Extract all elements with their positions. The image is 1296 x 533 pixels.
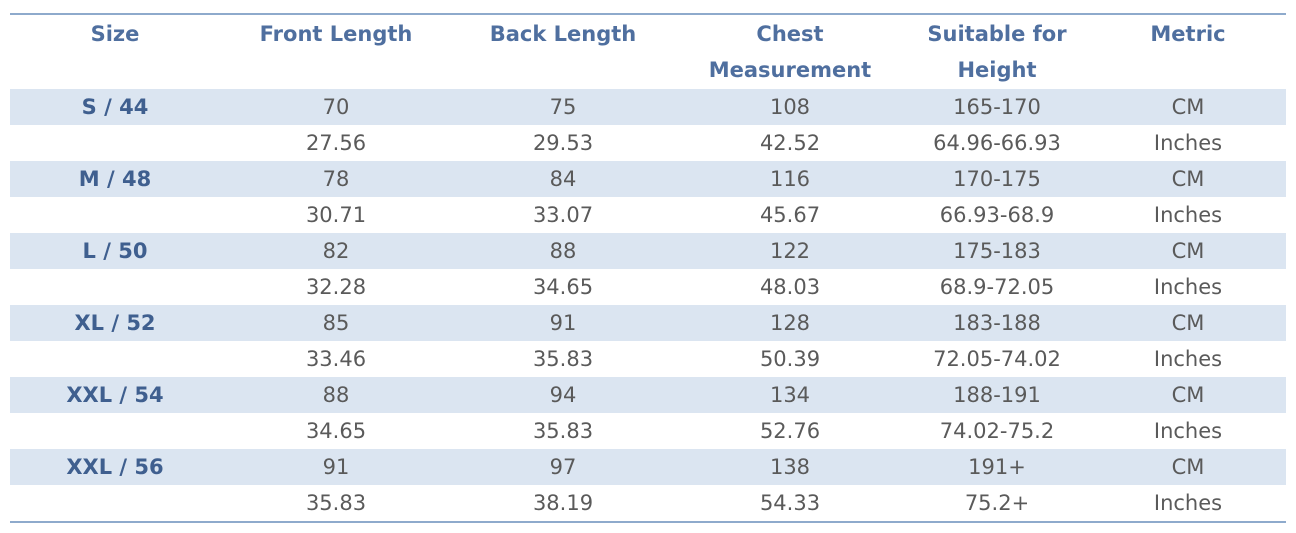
cm-value: CM — [1171, 167, 1205, 191]
cm-value: 88 — [549, 239, 577, 263]
inch-value: 64.96-66.93 — [933, 131, 1061, 155]
inch-value: 48.03 — [759, 275, 821, 299]
inch-value: 42.52 — [759, 131, 821, 155]
inch-value: 35.83 — [532, 347, 594, 371]
column-header: Size — [90, 22, 140, 46]
cm-value: 165-170 — [953, 95, 1041, 119]
cm-value: 78 — [322, 167, 350, 191]
cm-value: 88 — [322, 383, 350, 407]
cm-value: 128 — [769, 311, 811, 335]
cm-value: 134 — [769, 383, 811, 407]
inch-value: Inches — [1153, 419, 1223, 443]
size-label: XL / 52 — [74, 311, 156, 335]
row-band — [10, 377, 1286, 413]
inch-value: 50.39 — [759, 347, 821, 371]
size-label: M / 48 — [78, 167, 152, 191]
cm-value: CM — [1171, 239, 1205, 263]
column-header: Back Length — [489, 22, 637, 46]
inch-value: 45.67 — [759, 203, 821, 227]
inch-value: 34.65 — [305, 419, 367, 443]
inch-value: 52.76 — [759, 419, 821, 443]
inch-value: 35.83 — [532, 419, 594, 443]
inch-value: 68.9-72.05 — [939, 275, 1055, 299]
cm-value: 97 — [549, 455, 577, 479]
top-rule — [10, 13, 1286, 15]
cm-value: CM — [1171, 95, 1205, 119]
row-band — [10, 449, 1286, 485]
size-label: S / 44 — [81, 95, 149, 119]
cm-value: 84 — [549, 167, 577, 191]
cm-value: 191+ — [968, 455, 1026, 479]
row-band — [10, 305, 1286, 341]
inch-value: 66.93-68.9 — [939, 203, 1055, 227]
inch-value: 74.02-75.2 — [939, 419, 1055, 443]
column-header: Chest Measurement — [708, 22, 872, 82]
inch-value: Inches — [1153, 347, 1223, 371]
cm-value: 75 — [549, 95, 577, 119]
inch-value: 27.56 — [305, 131, 367, 155]
cm-value: 175-183 — [953, 239, 1041, 263]
cm-value: 82 — [322, 239, 350, 263]
cm-value: 108 — [769, 95, 811, 119]
inch-value: 75.2+ — [964, 491, 1030, 515]
column-header: Front Length — [259, 22, 413, 46]
cm-value: 91 — [549, 311, 577, 335]
row-band — [10, 161, 1286, 197]
inch-value: 35.83 — [305, 491, 367, 515]
size-label: XXL / 54 — [66, 383, 164, 407]
cm-value: 122 — [769, 239, 811, 263]
cm-value: 85 — [322, 311, 350, 335]
cm-value: CM — [1171, 383, 1205, 407]
inch-value: 54.33 — [759, 491, 821, 515]
inch-value: Inches — [1153, 131, 1223, 155]
inch-value: 72.05-74.02 — [933, 347, 1061, 371]
inch-value: Inches — [1153, 491, 1223, 515]
size-label: XXL / 56 — [66, 455, 164, 479]
inch-value: Inches — [1153, 203, 1223, 227]
inch-value: 32.28 — [305, 275, 367, 299]
inch-value: 33.07 — [532, 203, 594, 227]
cm-value: 94 — [549, 383, 577, 407]
cm-value: 70 — [322, 95, 350, 119]
bottom-rule — [10, 521, 1286, 523]
row-band — [10, 233, 1286, 269]
cm-value: 116 — [769, 167, 811, 191]
inch-value: 33.46 — [305, 347, 367, 371]
cm-value: 138 — [769, 455, 811, 479]
cm-value: CM — [1171, 455, 1205, 479]
cm-value: 183-188 — [953, 311, 1041, 335]
row-band — [10, 89, 1286, 125]
column-header: Metric — [1150, 22, 1226, 46]
inch-value: 30.71 — [305, 203, 367, 227]
size-label: L / 50 — [82, 239, 148, 263]
inch-value: 29.53 — [532, 131, 594, 155]
cm-value: 170-175 — [953, 167, 1041, 191]
inch-value: 34.65 — [532, 275, 594, 299]
cm-value: 188-191 — [953, 383, 1041, 407]
inch-value: Inches — [1153, 275, 1223, 299]
cm-value: 91 — [322, 455, 350, 479]
column-header: Suitable for Height — [927, 22, 1067, 82]
cm-value: CM — [1171, 311, 1205, 335]
inch-value: 38.19 — [532, 491, 594, 515]
